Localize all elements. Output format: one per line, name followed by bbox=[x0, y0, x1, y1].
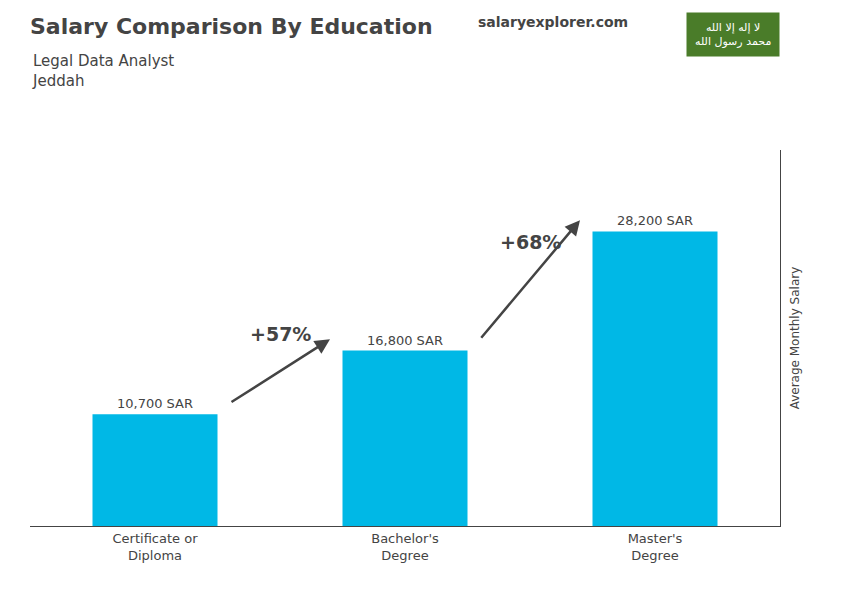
svg-text:Bachelor'sDegree: Bachelor'sDegree bbox=[371, 531, 439, 563]
svg-text:28,200 SAR: 28,200 SAR bbox=[617, 213, 693, 228]
svg-text:Average Monthly Salary: Average Monthly Salary bbox=[788, 267, 802, 410]
svg-text:لا إله إلا اللهمحمد رسول الله: لا إله إلا اللهمحمد رسول الله bbox=[695, 21, 771, 48]
svg-text:Legal Data AnalystJeddah: Legal Data AnalystJeddah bbox=[32, 52, 174, 90]
svg-text:Master'sDegree: Master'sDegree bbox=[628, 531, 683, 563]
svg-text:salaryexplorer.com: salaryexplorer.com bbox=[478, 14, 628, 30]
svg-text:Certificate orDiploma: Certificate orDiploma bbox=[113, 531, 199, 563]
svg-text:+57%: +57% bbox=[250, 323, 311, 345]
svg-text:Salary Comparison By Education: Salary Comparison By Education bbox=[30, 14, 433, 39]
svg-text:16,800 SAR: 16,800 SAR bbox=[367, 333, 443, 348]
svg-text:+68%: +68% bbox=[500, 231, 561, 253]
svg-text:10,700 SAR: 10,700 SAR bbox=[117, 396, 193, 411]
